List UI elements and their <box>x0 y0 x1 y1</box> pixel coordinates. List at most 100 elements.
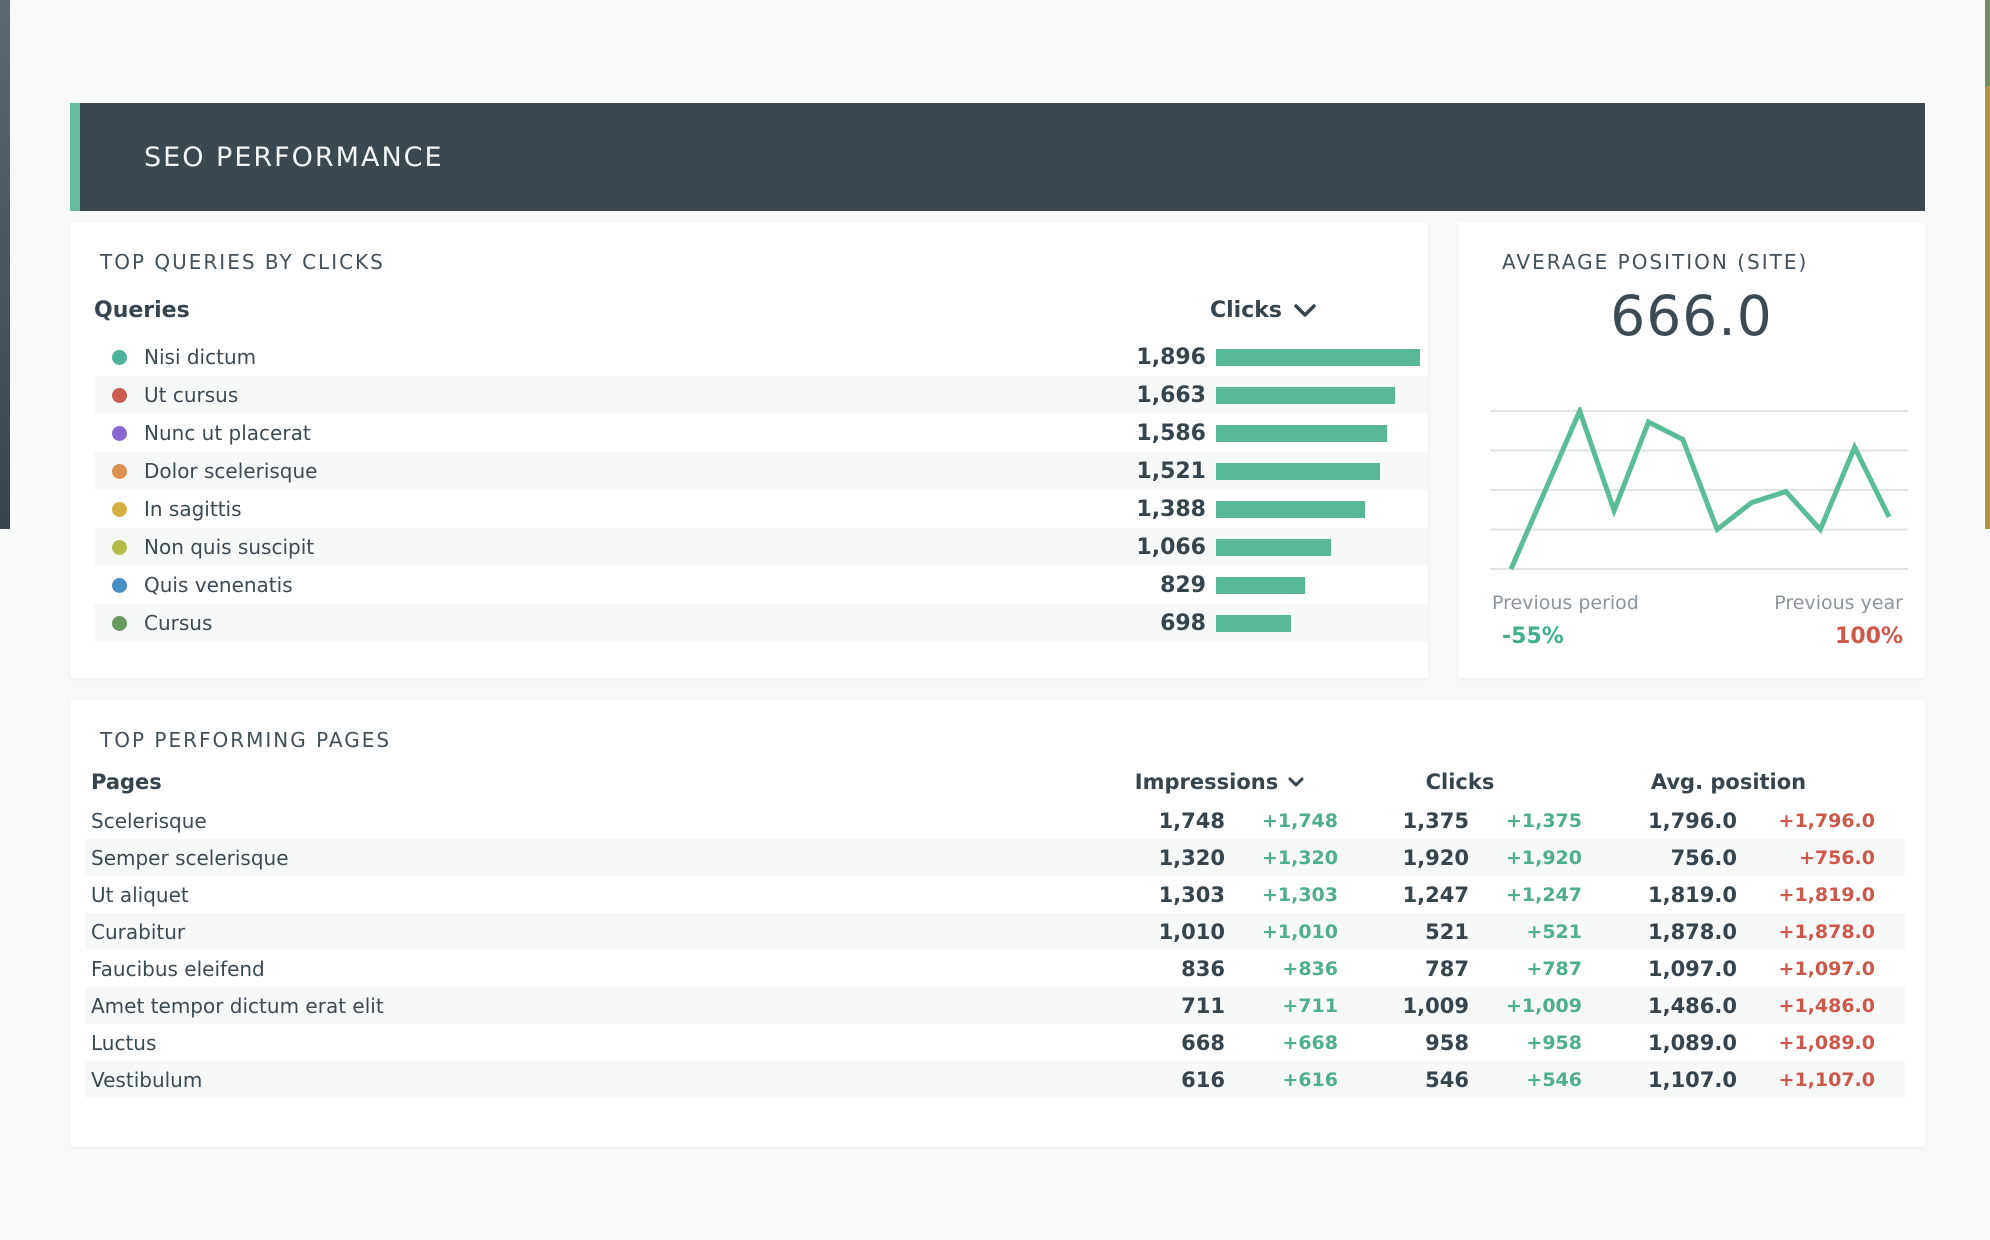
impressions-delta: +616 <box>1282 1068 1338 1091</box>
clicks-delta: +958 <box>1526 1031 1582 1054</box>
avg-position-delta: +756.0 <box>1798 846 1875 869</box>
clicks-value: 546 <box>1425 1067 1469 1092</box>
page-row: Vestibulum 616 +616 546 +546 1,107.0 +1,… <box>85 1061 1905 1098</box>
pages-column-header: Pages <box>91 770 162 794</box>
impressions-value: 616 <box>1181 1067 1225 1092</box>
clicks-delta: +1,375 <box>1505 809 1582 832</box>
top-queries-card: TOP QUERIES BY CLICKS Queries Clicks Nis… <box>70 222 1428 678</box>
page-row: Scelerisque 1,748 +1,748 1,375 +1,375 1,… <box>85 802 1905 839</box>
avg-position-delta: +1,089.0 <box>1778 1031 1875 1054</box>
query-label: Nunc ut placerat <box>144 421 311 445</box>
query-row: Nunc ut placerat 1,586 <box>94 414 1428 452</box>
query-bar <box>1216 424 1387 442</box>
avg-position-delta: +1,486.0 <box>1778 994 1875 1017</box>
top-queries-column-headers: Queries Clicks <box>94 294 1428 332</box>
query-dot <box>112 387 127 403</box>
top-pages-card: TOP PERFORMING PAGES Pages Impressions C… <box>70 700 1925 1147</box>
pages-table-header: Pages Impressions Clicks Avg. position <box>85 762 1905 802</box>
query-clicks-value: 1,388 <box>1136 496 1206 522</box>
clicks-delta: +787 <box>1526 957 1582 980</box>
clicks-value: 958 <box>1425 1030 1469 1055</box>
pages-table: Pages Impressions Clicks Avg. position S… <box>70 762 1925 1098</box>
impressions-value: 711 <box>1181 993 1225 1018</box>
impressions-value: 1,748 <box>1158 808 1225 833</box>
query-bar-track <box>1216 348 1428 366</box>
page-name: Luctus <box>91 1030 157 1055</box>
page-name: Scelerisque <box>91 808 207 833</box>
query-clicks-value: 698 <box>1160 610 1206 636</box>
previous-period-value: -55% <box>1502 624 1564 649</box>
query-bar-track <box>1216 462 1428 480</box>
top-queries-title: TOP QUERIES BY CLICKS <box>100 250 385 274</box>
query-clicks-value: 1,586 <box>1136 420 1206 446</box>
clicks-column-header: Clicks <box>1210 298 1282 323</box>
page-title: SEO PERFORMANCE <box>144 141 444 173</box>
query-clicks-value: 829 <box>1160 572 1206 598</box>
backdrop-right-strip-gold <box>1985 86 1990 529</box>
clicks-delta: +1,009 <box>1505 994 1582 1017</box>
average-position-title: AVERAGE POSITION (SITE) <box>1502 250 1809 274</box>
avg-position-value: 1,097.0 <box>1647 956 1737 981</box>
page-row: Semper scelerisque 1,320 +1,320 1,920 +1… <box>85 839 1905 876</box>
query-row: Quis venenatis 829 <box>94 566 1428 604</box>
clicks-value: 1,375 <box>1402 808 1469 833</box>
avg-position-delta: +1,878.0 <box>1778 920 1875 943</box>
page-name: Faucibus eleifend <box>91 956 265 981</box>
clicks-delta: +1,247 <box>1505 883 1582 906</box>
avg-position-value: 1,796.0 <box>1647 808 1737 833</box>
page-name: Amet tempor dictum erat elit <box>91 993 384 1018</box>
query-bar-track <box>1216 424 1428 442</box>
impressions-value: 1,320 <box>1158 845 1225 870</box>
avg-position-delta: +1,796.0 <box>1778 809 1875 832</box>
query-row: Non quis suscipit 1,066 <box>94 528 1428 566</box>
impressions-delta: +1,748 <box>1261 809 1338 832</box>
page-row: Faucibus eleifend 836 +836 787 +787 1,09… <box>85 950 1905 987</box>
clicks-value: 787 <box>1425 956 1469 981</box>
avg-position-delta: +1,097.0 <box>1778 957 1875 980</box>
page-row: Curabitur 1,010 +1,010 521 +521 1,878.0 … <box>85 913 1905 950</box>
clicks-sort-header[interactable]: Clicks <box>1210 298 1316 323</box>
impressions-delta: +836 <box>1282 957 1338 980</box>
query-row: Cursus 698 <box>94 604 1428 642</box>
query-label: Ut cursus <box>144 383 239 407</box>
query-dot <box>112 349 127 365</box>
impressions-delta: +1,303 <box>1261 883 1338 906</box>
page-name: Vestibulum <box>91 1067 203 1092</box>
query-bar-track <box>1216 538 1428 556</box>
sparkline-series <box>1508 407 1892 570</box>
clicks-delta: +546 <box>1526 1068 1582 1091</box>
query-dot <box>112 577 127 593</box>
query-bar-track <box>1216 614 1428 632</box>
query-label: Nisi dictum <box>144 345 257 369</box>
query-bar <box>1216 462 1380 480</box>
impressions-delta: +711 <box>1282 994 1338 1017</box>
query-row: In sagittis 1,388 <box>94 490 1428 528</box>
top-pages-title: TOP PERFORMING PAGES <box>100 728 392 752</box>
avg-position-delta: +1,107.0 <box>1778 1068 1875 1091</box>
query-bar-track <box>1216 576 1428 594</box>
avg-position-value: 1,089.0 <box>1647 1030 1737 1055</box>
impressions-delta: +1,010 <box>1261 920 1338 943</box>
average-position-sparkline <box>1490 407 1908 570</box>
previous-year-label: Previous year <box>1774 592 1903 614</box>
avg-position-delta: +1,819.0 <box>1778 883 1875 906</box>
page-row: Amet tempor dictum erat elit 711 +711 1,… <box>85 987 1905 1024</box>
average-position-card: AVERAGE POSITION (SITE) 666.0 Previous p… <box>1458 222 1925 678</box>
avg-position-value: 756.0 <box>1670 845 1737 870</box>
impressions-sort-header[interactable]: Impressions <box>1101 770 1338 794</box>
query-dot <box>112 539 127 555</box>
impressions-value: 1,303 <box>1158 882 1225 907</box>
query-bar <box>1216 348 1420 366</box>
query-bar <box>1216 538 1331 556</box>
query-row: Nisi dictum 1,896 <box>94 338 1428 376</box>
avg-position-value: 1,878.0 <box>1647 919 1737 944</box>
query-clicks-value: 1,896 <box>1136 344 1206 370</box>
avg-position-value: 1,819.0 <box>1647 882 1737 907</box>
query-row: Dolor scelerisque 1,521 <box>94 452 1428 490</box>
query-label: Non quis suscipit <box>144 535 315 559</box>
query-bar-track <box>1216 500 1428 518</box>
query-label: In sagittis <box>144 497 242 521</box>
clicks-delta: +521 <box>1526 920 1582 943</box>
clicks-delta: +1,920 <box>1505 846 1582 869</box>
query-bar <box>1216 386 1395 404</box>
